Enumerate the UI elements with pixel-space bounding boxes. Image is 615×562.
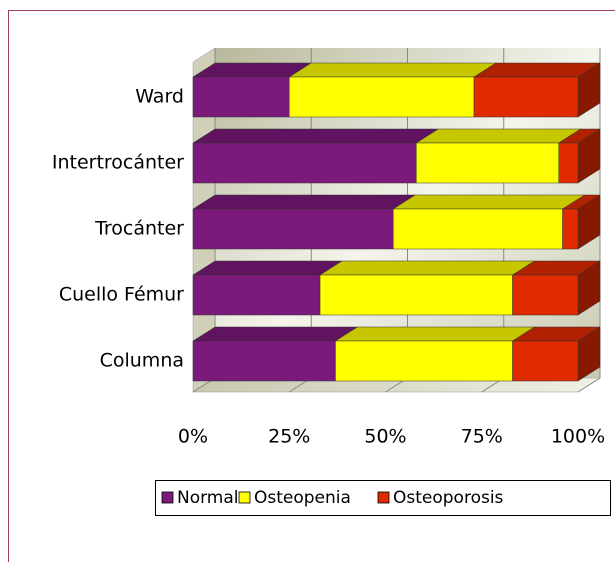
bar-front [192,340,336,382]
bar-front [192,274,321,316]
bar-front [562,208,579,250]
bar-segment [415,128,582,184]
bar-segment [288,62,497,118]
bar-top [319,260,536,276]
bar-segment [557,128,601,184]
bar-front [192,76,290,118]
x-tick-label: 50% [364,426,406,448]
legend-label: Osteoporosis [393,488,504,508]
bar-front [512,274,579,316]
bar-segment [473,62,601,118]
bar-segment [511,260,601,316]
bar-segment [192,326,359,382]
bar-segment [334,326,536,382]
bar-top [192,128,440,144]
bar-top [334,326,536,342]
bar-front [335,340,513,382]
bar-top [415,128,582,144]
x-tick-label: 0% [178,426,208,448]
bar-top [288,62,497,78]
frame [8,10,615,562]
bar-segment [561,194,601,250]
bar-top [192,326,359,342]
bar-front [392,208,563,250]
y-tick-label: Trocánter [94,218,184,240]
bar-top [392,194,586,210]
legend-label: Osteopenia [254,488,351,508]
bar-front [192,208,394,250]
legend-swatch [161,491,174,504]
x-tick-label: 75% [461,426,503,448]
y-tick-label: Ward [135,86,184,108]
x-tick-label: 100% [551,426,605,448]
x-tick-label: 25% [268,426,310,448]
bar-segment [192,128,440,184]
grid-line-floor [577,377,601,393]
bar-front [473,76,579,118]
bar-front [192,142,417,184]
legend-swatch [377,491,390,504]
bar-front [289,76,475,118]
bar-front [416,142,559,184]
bar-front [558,142,579,184]
bar-segment [192,260,343,316]
bar-top [192,260,343,276]
bar-segment [511,326,601,382]
y-tick-label: Columna [100,350,184,372]
bar-front [512,340,579,382]
bar-segment [319,260,536,316]
bar-top [192,194,417,210]
legend-label: Normal [177,488,239,508]
y-tick-label: Intertrocánter [52,152,184,174]
y-tick-label: Cuello Fémur [59,284,184,306]
bar-segment [192,194,417,250]
legend: Normal Osteopenia Osteoporosis [155,480,611,516]
bar-segment [392,194,586,250]
bar-front [319,274,513,316]
legend-swatch [238,491,251,504]
